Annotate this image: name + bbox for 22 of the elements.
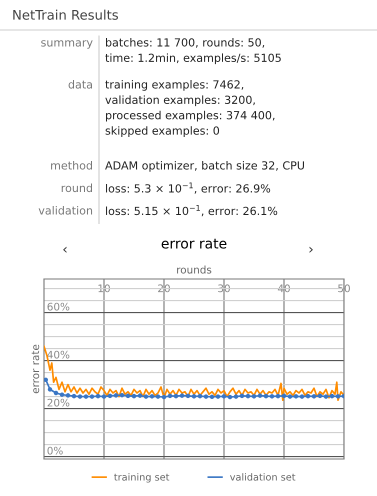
legend-label: validation set: [230, 473, 296, 481]
chart-title: error rate: [162, 238, 226, 249]
text: ›: [310, 246, 313, 253]
text: round: [62, 184, 92, 192]
y-tick-label: 20%: [48, 398, 70, 407]
y-tick-label: 40%: [47, 350, 70, 359]
text: summary: [41, 40, 93, 49]
text: data: [68, 80, 92, 89]
text: validation: [38, 206, 92, 215]
text: loss: 5.15 × 10$^{−1}$, error: 26.1%: [106, 205, 278, 216]
x-axis-title: rounds: [177, 266, 212, 274]
text: NetTrain Results: [13, 10, 118, 20]
y-axis-title: error rate: [32, 344, 40, 394]
text: training examples: 7462, validation examples: 3200, processed examples: 374 400, skipped examples: 0: [105, 80, 274, 137]
text: batches: 11 700, rounds: 50, time: 1.2min, examples/s: 5105: [105, 38, 281, 64]
text: ‹: [63, 246, 66, 253]
y-tick-label: 0%: [47, 446, 63, 455]
y-tick-label: 60%: [48, 302, 70, 311]
text: loss: 5.3 × 10$^{−1}$, error: 26.9%: [106, 182, 270, 194]
text: ADAM optimizer, batch size 32, CPU: [105, 161, 304, 172]
text: method: [51, 161, 92, 170]
legend-label: training set: [114, 473, 170, 483]
